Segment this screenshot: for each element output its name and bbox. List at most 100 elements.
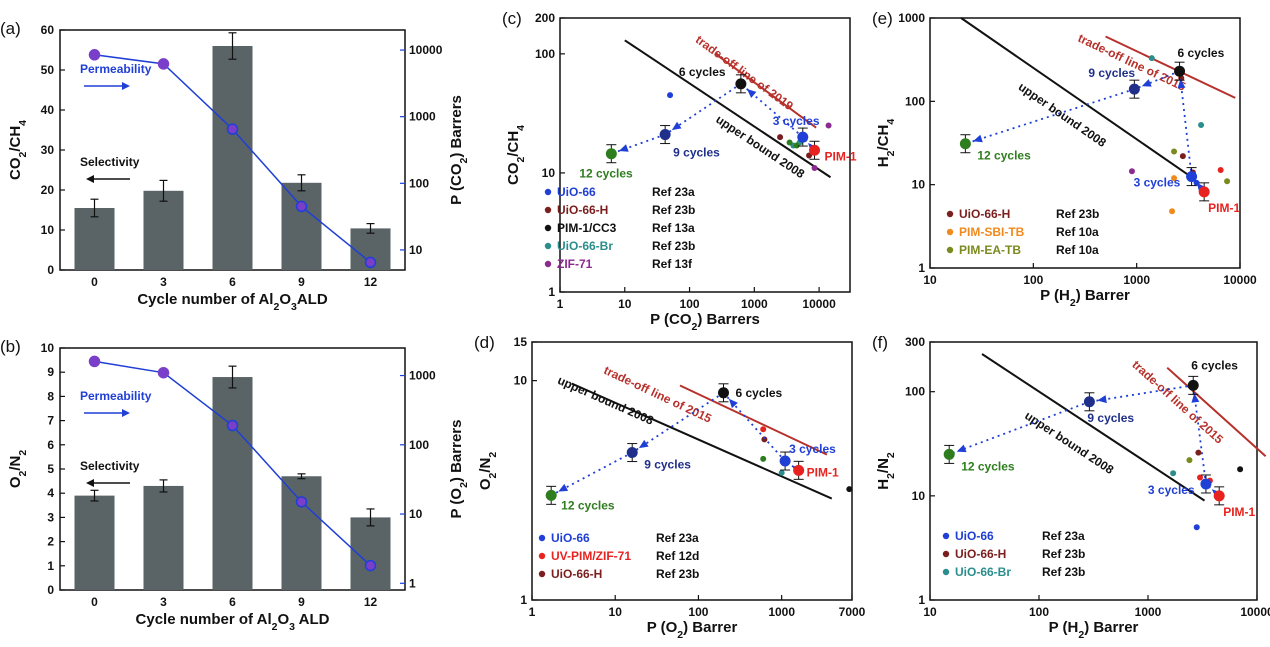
ald-point-label: 12 cycles [977,149,1031,163]
legend-marker [544,224,552,232]
legend-marker [538,552,546,560]
x-axis-label: P (CO2) Barrers [650,311,760,333]
x-tick-label: 10 [618,297,632,311]
legend-label: PIM-EA-TB [959,243,1021,257]
y-axis-label: H2/N2 [875,452,897,490]
selectivity-annotation: Selectivity [80,459,140,473]
y-tick-label: 30 [41,143,55,157]
trade-off-line [714,53,817,129]
trade-off-line [679,384,828,456]
legend-ref: Ref 23a [1042,529,1085,543]
y-tick-label: 50 [41,63,55,77]
legend-marker [942,550,950,558]
y-tick-label: 10 [41,223,55,237]
legend-label: UiO-66 [955,529,994,543]
y2-tick-label: 1000 [409,369,436,383]
reference-point [778,469,785,476]
legend-ref: Ref 23b [656,567,699,581]
reference-point [1195,449,1202,456]
bar-6 [212,46,253,270]
ald-point [797,131,809,143]
x-tick-label: 100 [680,297,700,311]
selectivity-annotation: Selectivity [80,155,140,169]
panel-label: (b) [0,337,21,356]
reference-point [793,142,800,149]
legend-ref: Ref 12d [656,549,699,563]
trade-off-line [1105,35,1236,99]
x-tick-label: 10 [923,273,937,287]
reference-point [1169,208,1176,215]
permeability-point [295,496,308,508]
x-axis-label: P (O2) Barrer [647,619,738,641]
x-tick-label: 10 [609,605,623,619]
bar-6 [212,377,253,590]
bar-3 [143,485,184,590]
legend-label: PIM-SBI-TB [959,225,1025,239]
upper-bound-label: upper bound 2008 [1016,80,1109,150]
legend-ref: Ref 10a [1056,243,1099,257]
legend-ref: Ref 23b [1056,207,1099,221]
permeability-point [295,200,308,213]
arrow-head-icon [746,89,757,98]
legend-marker [942,568,950,576]
ald-point-label: 12 cycles [961,459,1015,473]
permeability-point [157,58,170,70]
legend-ref: Ref 23b [652,239,695,253]
bar-9 [281,182,322,270]
panel-label: (d) [474,333,495,352]
bar-panel-(a): (a) 0 10 20 30 40 50 60 10 100 1000 10000 0 3 6 9 12 Perm… [0,19,470,313]
bar-12 [350,517,391,590]
legend-label: UiO-66 [557,185,596,199]
ald-point-label: 9 cycles [1087,411,1134,425]
arrow-head-icon [86,175,94,183]
reference-point [1193,524,1200,531]
ald-path [948,400,1090,456]
upper-bound-line [624,39,832,179]
x-tick-label: 6 [229,275,236,289]
plot-frame [929,17,1241,269]
reference-point [667,92,674,99]
legend-ref: Ref 10a [1056,225,1099,239]
legend-ref: Ref 13f [652,257,693,271]
y-axis-label: CO2/CH4 [7,120,29,180]
y-tick-label: 300 [905,335,925,349]
x-axis-label: Cycle number of Al2O3ALD [137,291,327,313]
permeability-point [226,123,239,135]
x-tick-label: 3 [160,275,167,289]
y-tick-label: 10 [912,178,926,192]
x-tick-label: 3 [160,595,167,609]
arrow-head-icon [638,439,649,449]
permeability-annotation: Permeability [80,62,152,76]
y-axis-label: H2/CH4 [875,119,897,168]
reference-point [777,134,784,141]
ald-path [1192,385,1207,485]
x-tick-label: 6 [229,595,236,609]
legend-marker [544,188,552,196]
y-tick-label: 8 [47,389,54,403]
legend-marker [544,242,552,250]
y2-axis-label: P (CO2) Barrers [448,95,470,205]
ald-point [1198,186,1210,198]
legend-marker [946,228,954,236]
reference-point [760,455,767,462]
legend-ref: Ref 23b [1042,547,1085,561]
x-tick-label: 10000 [1223,273,1257,287]
ald-path [740,83,804,138]
panel-label: (e) [872,9,893,28]
legend-label: UiO-66 [551,531,590,545]
ald-point-label: PIM-1 [1208,201,1240,215]
plot-frame [559,17,851,293]
arrow-head-icon [728,398,738,409]
ald-point [717,387,729,399]
arrow-head-icon [86,479,94,487]
bar-3 [143,190,184,270]
y2-tick-label: 1 [409,576,416,590]
plot-frame [531,341,853,601]
ald-point-label: 9 cycles [644,458,691,472]
arrow-head-icon [122,409,130,417]
y-axis-label: O2/N2 [477,452,499,491]
x-tick-label: 100 [688,605,708,619]
ald-point [735,78,747,90]
